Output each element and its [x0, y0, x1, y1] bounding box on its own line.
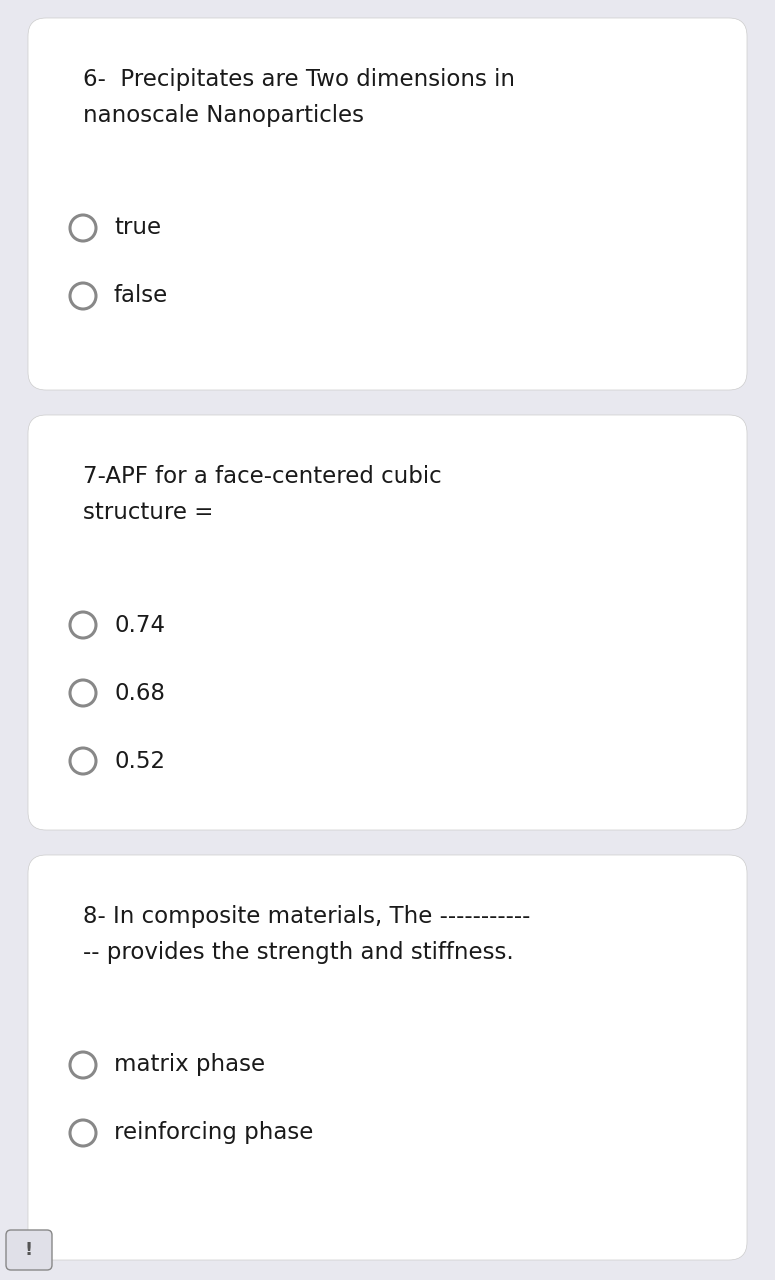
Text: false: false — [114, 284, 168, 307]
Text: 8- In composite materials, The -----------: 8- In composite materials, The ---------… — [83, 905, 530, 928]
FancyBboxPatch shape — [28, 855, 747, 1260]
Text: 0.74: 0.74 — [114, 613, 165, 636]
Text: 0.52: 0.52 — [114, 750, 165, 773]
Text: matrix phase: matrix phase — [114, 1053, 265, 1076]
Text: reinforcing phase: reinforcing phase — [114, 1121, 313, 1144]
Text: -- provides the strength and stiffness.: -- provides the strength and stiffness. — [83, 941, 514, 964]
Text: 6-  Precipitates are Two dimensions in: 6- Precipitates are Two dimensions in — [83, 68, 515, 91]
Text: structure =: structure = — [83, 500, 213, 524]
Text: nanoscale Nanoparticles: nanoscale Nanoparticles — [83, 104, 364, 127]
FancyBboxPatch shape — [28, 18, 747, 390]
Text: 7-APF for a face-centered cubic: 7-APF for a face-centered cubic — [83, 465, 442, 488]
FancyBboxPatch shape — [28, 415, 747, 829]
Text: !: ! — [25, 1242, 33, 1260]
Text: true: true — [114, 216, 161, 239]
Text: 0.68: 0.68 — [114, 681, 165, 704]
FancyBboxPatch shape — [6, 1230, 52, 1270]
